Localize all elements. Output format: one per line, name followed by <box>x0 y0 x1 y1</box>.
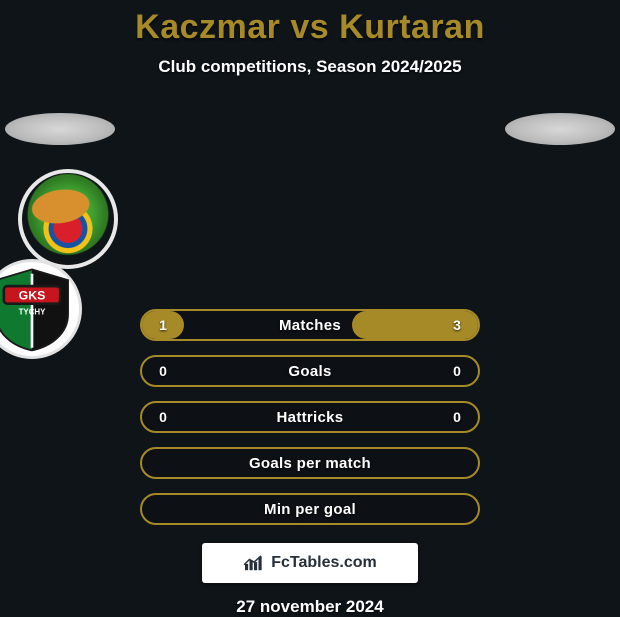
stat-row: Goals per match <box>140 447 480 479</box>
stat-label: Min per goal <box>142 495 478 523</box>
date: 27 november 2024 <box>0 597 620 617</box>
comparison-stage: GKS TYCHY 13Matches 00Goals 00Hattricks Goa… <box>0 109 620 617</box>
stat-rows: 13Matches 00Goals 00Hattricks Goals per mat… <box>140 309 480 525</box>
team-crest-left <box>18 169 118 269</box>
stat-row: 00Goals <box>140 355 480 387</box>
player-shadow-left <box>5 113 115 145</box>
gks-banner-text: GKS <box>19 288 46 302</box>
player-shadow-right <box>505 113 615 145</box>
stat-label: Goals per match <box>142 449 478 477</box>
stat-label: Hattricks <box>142 403 478 431</box>
stat-label: Matches <box>142 311 478 339</box>
bar-chart-icon <box>243 554 265 572</box>
gks-sub-text: TYCHY <box>19 307 47 316</box>
stat-row: Min per goal <box>140 493 480 525</box>
stat-label: Goals <box>142 357 478 385</box>
team-crest-right: GKS TYCHY <box>0 259 82 359</box>
stat-row: 13Matches <box>140 309 480 341</box>
page-title: Kaczmar vs Kurtaran <box>0 0 620 47</box>
title-right: Kurtaran <box>339 8 485 46</box>
watermark[interactable]: FcTables.com <box>202 543 418 583</box>
title-vs: vs <box>290 8 329 46</box>
title-left: Kaczmar <box>135 8 280 46</box>
stat-row: 00Hattricks <box>140 401 480 433</box>
watermark-text: FcTables.com <box>271 554 377 572</box>
subtitle: Club competitions, Season 2024/2025 <box>0 57 620 77</box>
gks-shield-icon: GKS TYCHY <box>0 265 76 353</box>
